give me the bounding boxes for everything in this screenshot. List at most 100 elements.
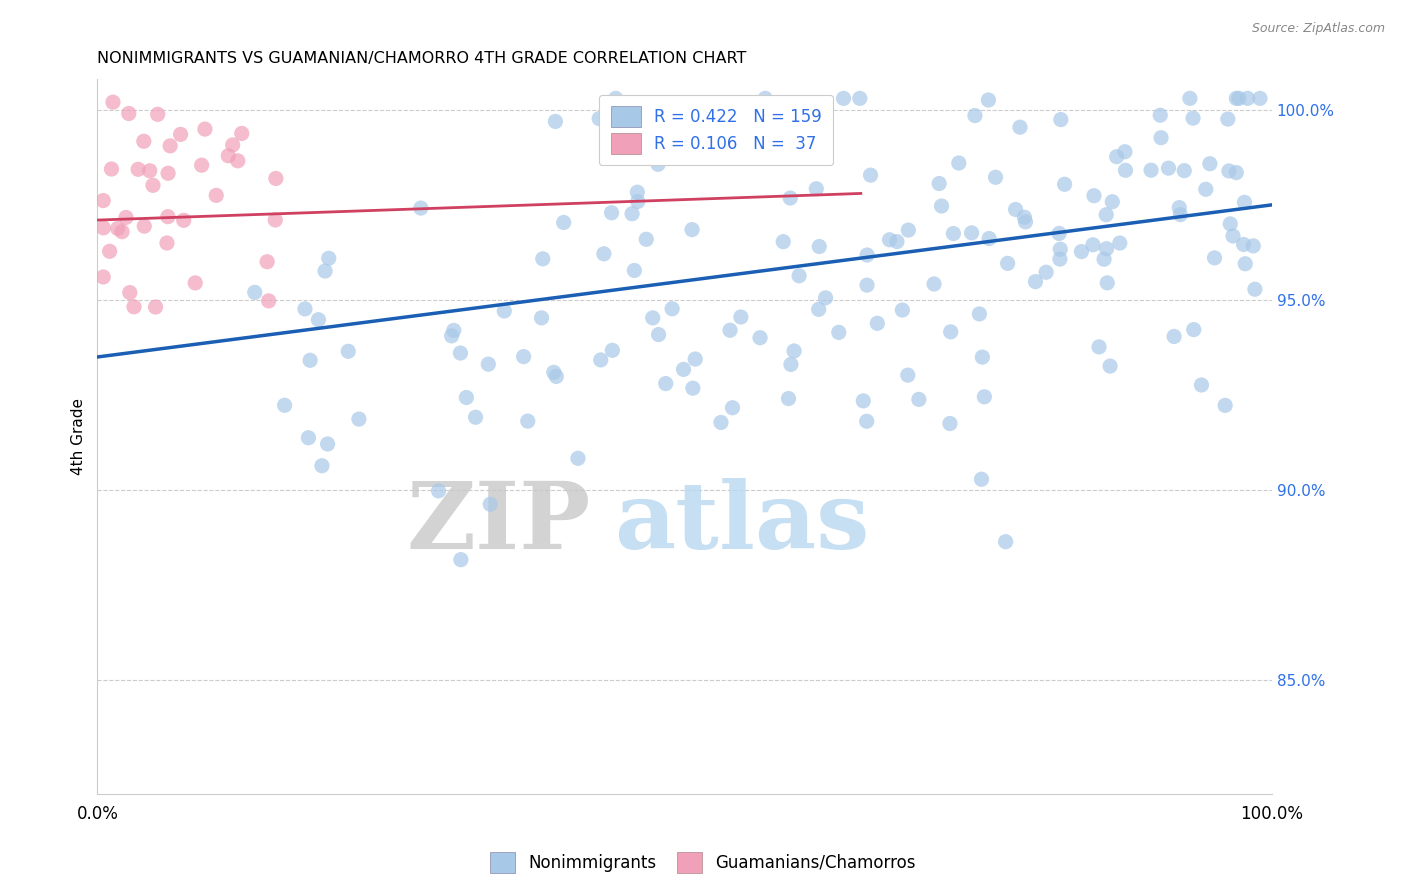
Point (91, 194, 114, 208)
Point (897, 223, 920, 237)
Point (221, 138, 243, 153)
Point (91, 269, 114, 284)
Point (316, 437, 339, 451)
Point (977, 93, 1000, 107)
Point (849, 91, 872, 105)
Point (1236, 91, 1258, 105)
Point (600, 206, 623, 220)
Point (217, 149, 239, 163)
Point (173, 213, 195, 227)
Point (783, 343, 806, 358)
Point (512, 350, 534, 364)
Point (728, 122, 751, 136)
Point (972, 350, 994, 364)
Text: atlas: atlas (614, 477, 869, 567)
Point (145, 300, 167, 314)
Point (588, 112, 610, 126)
Point (98, 244, 121, 259)
Point (1088, 340, 1111, 354)
Point (1157, 161, 1180, 176)
Point (1195, 182, 1218, 196)
Point (494, 304, 516, 318)
Point (749, 331, 772, 345)
Point (1225, 165, 1247, 179)
Point (866, 316, 889, 330)
Point (879, 233, 901, 247)
Point (1095, 242, 1118, 256)
Point (1232, 237, 1254, 252)
Point (977, 231, 1000, 245)
Point (297, 431, 319, 445)
Point (107, 221, 129, 235)
Point (814, 291, 837, 305)
Point (807, 302, 830, 317)
Point (443, 323, 465, 337)
Point (318, 252, 340, 266)
Text: Source: ZipAtlas.com: Source: ZipAtlas.com (1251, 22, 1385, 36)
Point (730, 310, 752, 324)
Point (908, 392, 931, 407)
Point (311, 458, 333, 473)
Point (710, 416, 733, 430)
Point (567, 451, 589, 466)
Point (449, 346, 471, 360)
Point (1070, 244, 1092, 259)
Point (111, 225, 134, 239)
Point (661, 301, 683, 316)
Point (1216, 112, 1239, 126)
Point (891, 303, 914, 318)
Point (156, 210, 179, 224)
Point (886, 235, 908, 249)
Point (307, 312, 329, 326)
Point (928, 177, 950, 191)
Point (856, 248, 879, 262)
Point (157, 166, 180, 180)
Point (169, 128, 191, 142)
Point (828, 326, 851, 340)
Point (969, 307, 991, 321)
Point (543, 365, 565, 379)
Point (592, 247, 614, 261)
Point (243, 285, 266, 300)
Point (546, 369, 568, 384)
Point (118, 285, 141, 300)
Point (683, 352, 706, 367)
Point (779, 191, 801, 205)
Point (544, 114, 567, 128)
Point (994, 534, 1017, 549)
Point (1213, 398, 1236, 412)
Point (641, 310, 664, 325)
Point (1173, 163, 1195, 178)
Point (1004, 202, 1026, 217)
Point (682, 381, 704, 395)
Point (1199, 157, 1222, 171)
Point (939, 417, 962, 431)
Point (1204, 251, 1226, 265)
Point (1241, 239, 1264, 253)
Point (1244, 282, 1267, 296)
Point (963, 109, 986, 123)
Point (754, 91, 776, 105)
Point (1114, 163, 1136, 178)
Point (138, 163, 160, 178)
Point (856, 278, 879, 293)
Point (337, 344, 360, 359)
Point (970, 472, 993, 486)
Point (1182, 111, 1205, 125)
Point (626, 185, 648, 199)
Point (257, 293, 280, 308)
Point (159, 139, 181, 153)
Point (100, 161, 122, 176)
Point (273, 398, 295, 412)
Point (931, 199, 953, 213)
Y-axis label: 4th Grade: 4th Grade (72, 399, 86, 475)
Point (922, 277, 945, 291)
Point (531, 252, 554, 266)
Point (450, 552, 472, 566)
Point (231, 127, 253, 141)
Point (464, 410, 486, 425)
Point (602, 343, 624, 358)
Point (1168, 201, 1191, 215)
Point (1105, 150, 1128, 164)
Point (647, 157, 669, 171)
